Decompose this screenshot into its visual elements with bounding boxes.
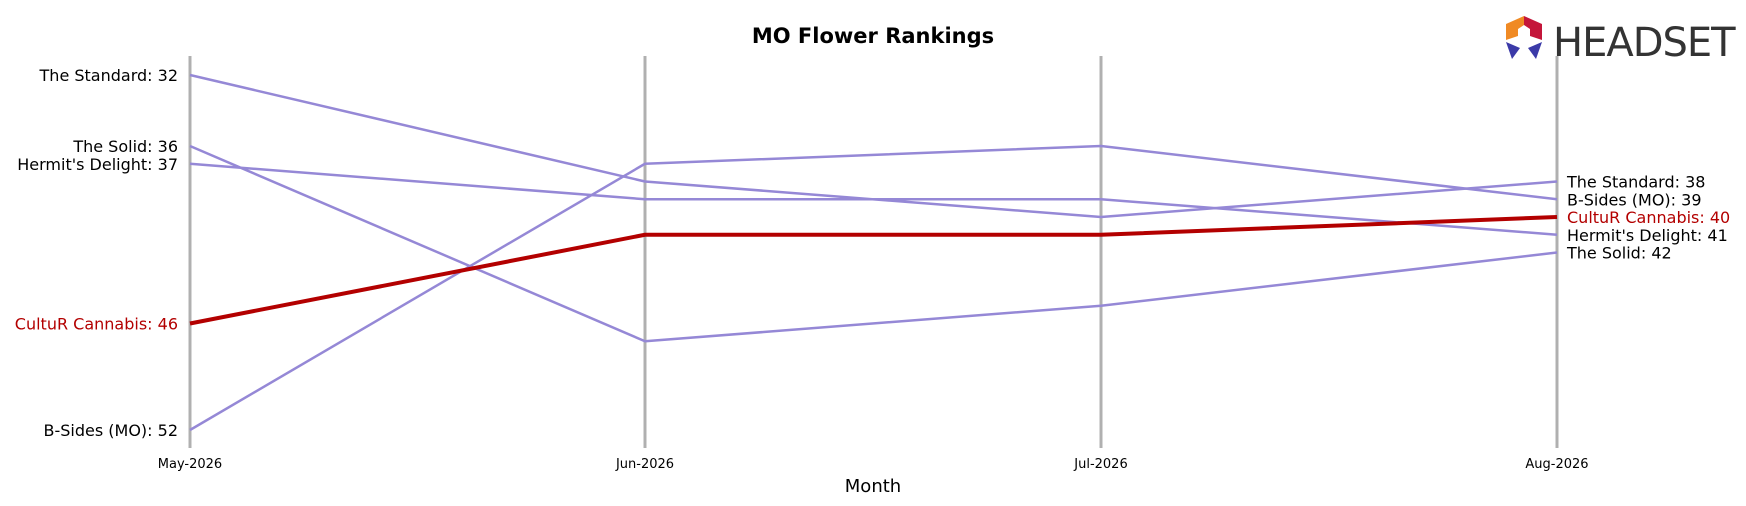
series-lines — [189, 73, 1558, 432]
x-tick-jul-2026: Jul-2026 — [1073, 457, 1127, 472]
end-label-cultur-cannabis: CultuR Cannabis: 40 — [1567, 208, 1730, 227]
headset-logo-text: HEADSET — [1553, 20, 1736, 66]
start-label-the-solid: The Solid: 36 — [72, 137, 178, 156]
start-label-b-sides-mo: B-Sides (MO): 52 — [44, 421, 179, 440]
end-label-hermit-s-delight: Hermit's Delight: 41 — [1567, 226, 1728, 245]
x-axis-title: Month — [845, 476, 901, 497]
end-label-the-solid: The Solid: 42 — [1566, 244, 1672, 263]
start-label-cultur-cannabis: CultuR Cannabis: 46 — [15, 315, 178, 334]
x-tick-aug-2026: Aug-2026 — [1525, 457, 1588, 472]
x-tick-may-2026: May-2026 — [158, 457, 222, 472]
series-line-hermit-s-delight — [189, 162, 1558, 236]
end-label-the-standard: The Standard: 38 — [1566, 173, 1705, 192]
series-line-the-solid — [189, 144, 1558, 343]
x-tick-jun-2026: Jun-2026 — [615, 457, 674, 472]
start-label-the-standard: The Standard: 32 — [39, 66, 178, 85]
headset-logo: HEADSET — [1506, 16, 1737, 66]
chart-title: MO Flower Rankings — [752, 24, 994, 48]
series-line-the-standard — [189, 73, 1558, 219]
x-tick-labels: May-2026 Jun-2026 Jul-2026 Aug-2026 — [158, 457, 1589, 472]
headset-hexagon-icon — [1506, 16, 1542, 59]
gridlines — [188, 56, 1559, 448]
end-label-b-sides-mo: B-Sides (MO): 39 — [1567, 190, 1702, 209]
series-line-cultur-cannabis — [189, 215, 1558, 326]
start-label-hermit-s-delight: Hermit's Delight: 37 — [17, 155, 178, 174]
series-line-b-sides-mo — [189, 144, 1558, 432]
